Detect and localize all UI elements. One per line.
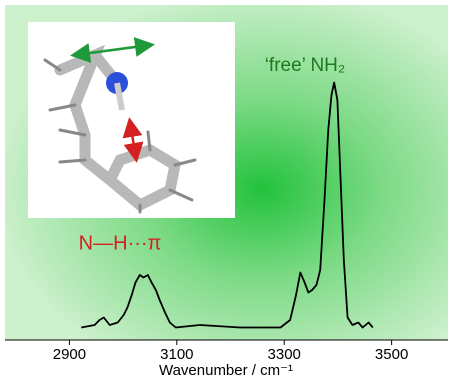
x-tick-label: 3500	[375, 346, 408, 363]
x-tick-label: 2900	[53, 346, 86, 363]
x-axis-label: Wavenumber / cm⁻¹	[159, 362, 293, 379]
chart: ‘free’ NH₂ N—H···π Wavenumber / cm⁻¹ 290…	[0, 0, 452, 383]
x-tick-label: 3300	[268, 346, 301, 363]
annotation: N—H···π	[79, 232, 162, 254]
x-tick-label: 3100	[160, 346, 193, 363]
inset-frame	[28, 22, 235, 218]
inset	[28, 22, 235, 218]
annotation: ‘free’ NH₂	[265, 55, 346, 76]
